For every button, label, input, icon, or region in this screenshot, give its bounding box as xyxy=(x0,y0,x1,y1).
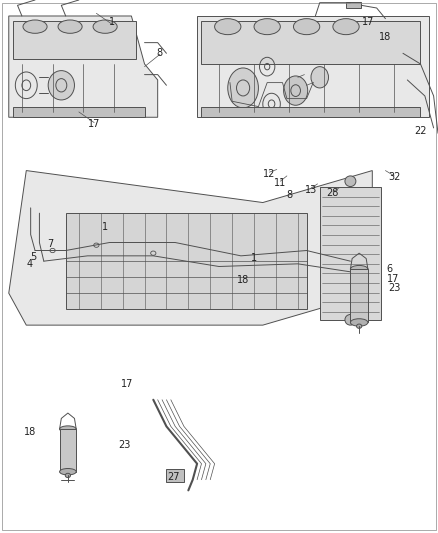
Text: 1: 1 xyxy=(102,222,108,231)
Text: 13: 13 xyxy=(305,185,317,195)
Ellipse shape xyxy=(311,67,328,88)
Ellipse shape xyxy=(350,265,368,273)
Bar xyxy=(60,429,76,472)
Text: 18: 18 xyxy=(237,275,249,285)
Ellipse shape xyxy=(350,319,368,326)
Bar xyxy=(66,213,307,309)
Text: 12: 12 xyxy=(263,169,276,179)
Text: 18: 18 xyxy=(24,427,36,437)
Text: 23: 23 xyxy=(388,283,400,293)
Text: 17: 17 xyxy=(88,119,100,129)
Text: 11: 11 xyxy=(274,178,286,188)
Ellipse shape xyxy=(293,19,320,35)
Ellipse shape xyxy=(48,70,74,100)
Ellipse shape xyxy=(93,20,117,34)
Polygon shape xyxy=(9,171,372,325)
Ellipse shape xyxy=(65,473,71,478)
Bar xyxy=(201,21,420,64)
Text: 32: 32 xyxy=(388,172,400,182)
Ellipse shape xyxy=(60,469,76,475)
Text: 27: 27 xyxy=(167,472,179,482)
Ellipse shape xyxy=(23,20,47,34)
Text: 8: 8 xyxy=(286,190,292,200)
Bar xyxy=(13,21,136,59)
Bar xyxy=(320,187,381,320)
Text: 7: 7 xyxy=(47,239,53,248)
Bar xyxy=(346,2,361,8)
Ellipse shape xyxy=(345,176,356,187)
Text: 17: 17 xyxy=(362,18,374,27)
Text: 1: 1 xyxy=(251,253,257,263)
Ellipse shape xyxy=(333,19,359,35)
Text: 28: 28 xyxy=(327,189,339,198)
Ellipse shape xyxy=(215,19,241,35)
Text: 5: 5 xyxy=(30,252,36,262)
Ellipse shape xyxy=(228,68,258,108)
Ellipse shape xyxy=(284,76,308,106)
Text: 6: 6 xyxy=(387,264,393,274)
Text: 8: 8 xyxy=(157,49,163,58)
Text: 4: 4 xyxy=(27,260,33,269)
Text: 1: 1 xyxy=(109,18,115,27)
Polygon shape xyxy=(9,16,158,117)
Bar xyxy=(13,107,145,117)
Polygon shape xyxy=(197,16,429,117)
Ellipse shape xyxy=(58,20,82,34)
Text: 18: 18 xyxy=(379,33,392,42)
Text: 23: 23 xyxy=(119,440,131,450)
Text: 17: 17 xyxy=(387,274,399,284)
Ellipse shape xyxy=(357,324,362,328)
Ellipse shape xyxy=(345,314,356,325)
Bar xyxy=(166,469,184,482)
Ellipse shape xyxy=(60,426,76,432)
Bar xyxy=(350,269,368,322)
Bar xyxy=(201,107,420,117)
Text: 22: 22 xyxy=(414,126,427,135)
Ellipse shape xyxy=(254,19,280,35)
Text: 17: 17 xyxy=(121,379,133,389)
